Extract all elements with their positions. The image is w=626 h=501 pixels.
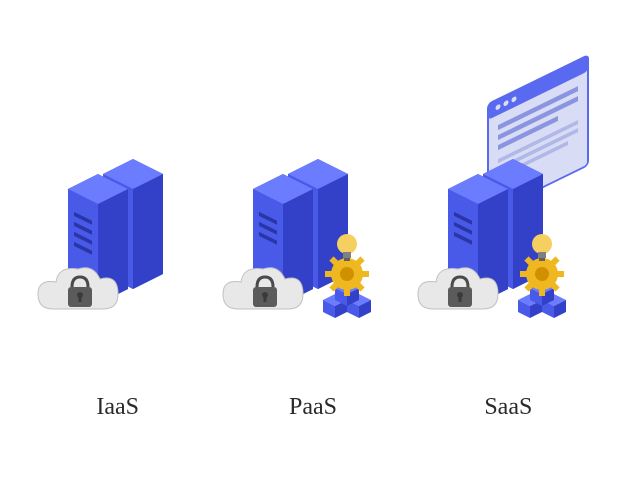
- service-saas: SaaS: [411, 94, 606, 421]
- saas-graphic: [418, 94, 598, 374]
- service-iaas: IaaS: [20, 94, 215, 421]
- iaas-graphic: [28, 94, 208, 374]
- service-paas: PaaS: [215, 94, 410, 421]
- paas-graphic: [223, 94, 403, 374]
- saas-label: SaaS: [484, 394, 532, 421]
- infographic-container: IaaS: [0, 0, 626, 501]
- paas-label: PaaS: [289, 394, 337, 421]
- iaas-label: IaaS: [96, 394, 139, 421]
